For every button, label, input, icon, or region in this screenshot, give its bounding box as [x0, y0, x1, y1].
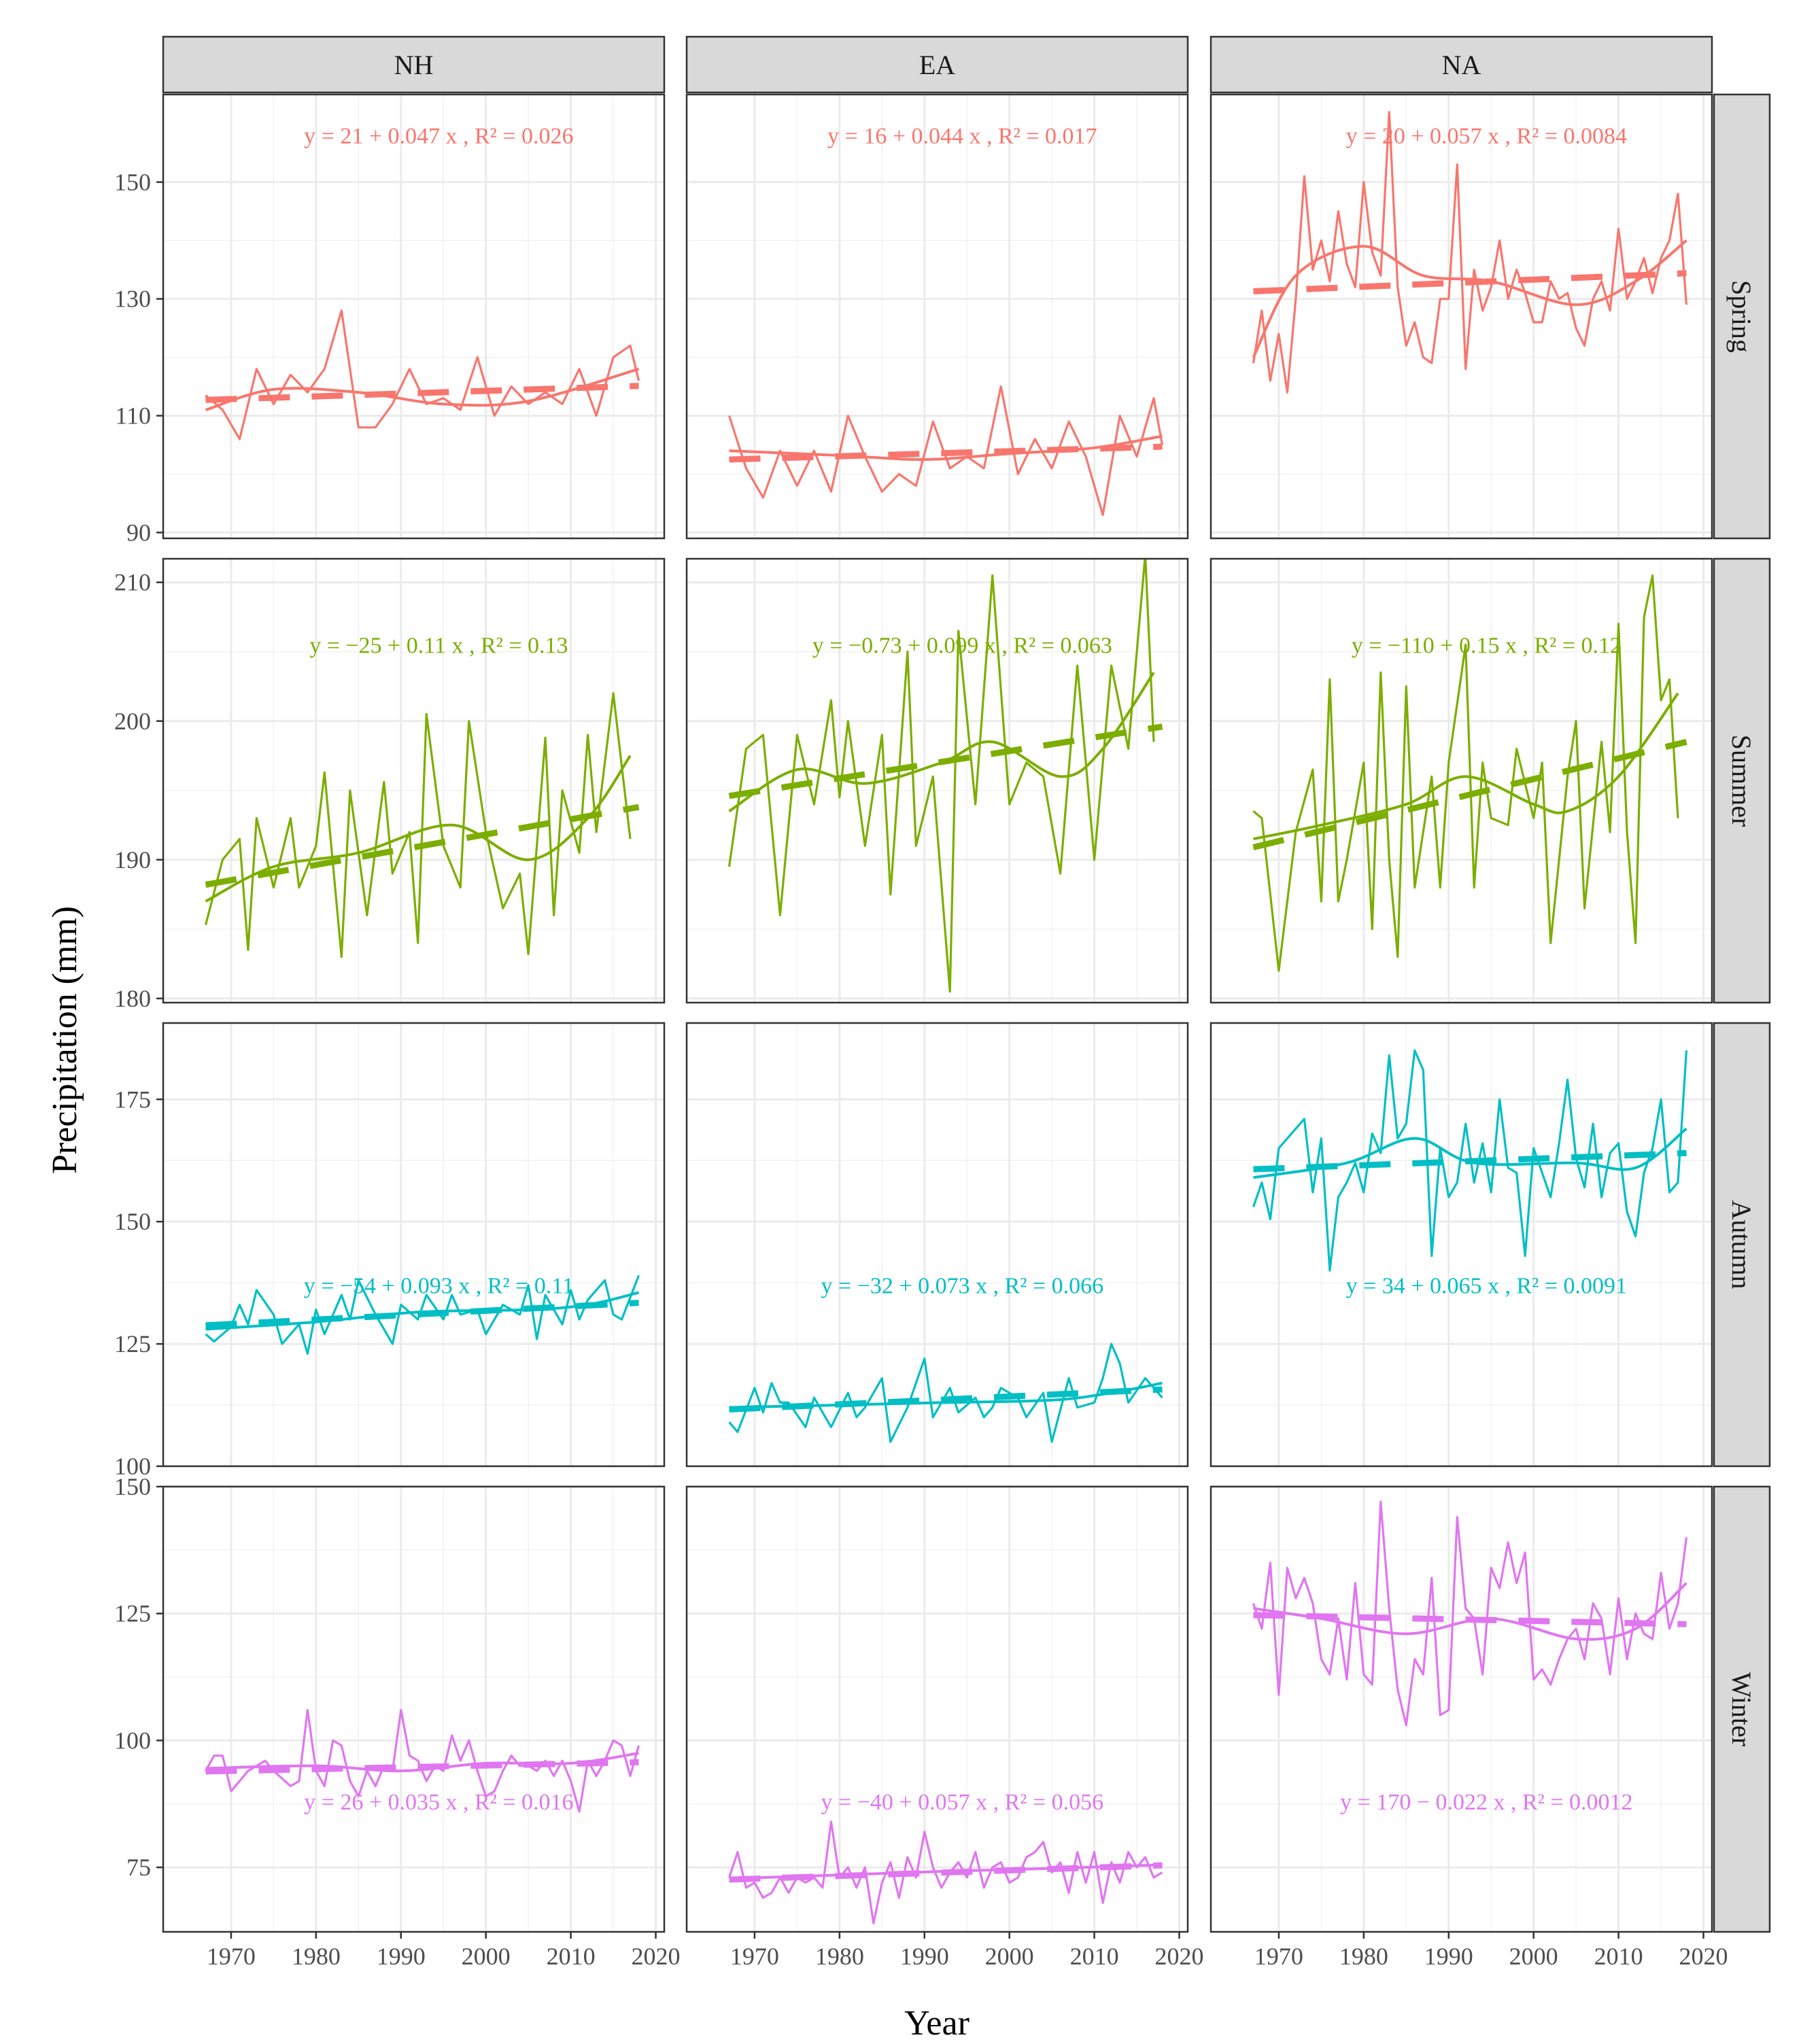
y-tick-label: 90	[126, 519, 151, 546]
regression-equation: y = 21 + 0.047 x , R² = 0.026	[304, 124, 573, 149]
x-tick-label: 2000	[985, 1943, 1034, 1970]
x-tick-label: 1990	[900, 1943, 949, 1970]
regression-equation: y = −40 + 0.057 x , R² = 0.056	[821, 1790, 1104, 1815]
x-tick-label: 2000	[462, 1943, 511, 1970]
facet-label-ea: EA	[919, 50, 955, 80]
x-tick-label: 1980	[292, 1943, 341, 1970]
panel-background	[687, 1023, 1188, 1466]
y-tick-label: 175	[114, 1086, 151, 1113]
regression-equation: y = 34 + 0.065 x , R² = 0.0091	[1346, 1274, 1627, 1299]
y-axis-title: Precipitation (mm)	[46, 906, 84, 1174]
y-tick-label: 130	[114, 285, 151, 313]
regression-equation: y = 20 + 0.057 x , R² = 0.0084	[1346, 124, 1627, 149]
x-tick-label: 1980	[1339, 1943, 1388, 1970]
y-tick-label: 150	[114, 169, 151, 196]
y-tick-label: 100	[114, 1727, 151, 1754]
regression-equation: y = −110 + 0.15 x , R² = 0.12	[1352, 634, 1622, 659]
regression-equation: y = −32 + 0.073 x , R² = 0.066	[821, 1274, 1104, 1299]
y-tick-label: 150	[114, 1208, 151, 1235]
y-tick-label: 190	[114, 846, 151, 873]
y-tick-label: 110	[115, 402, 151, 430]
facet-label-spring: Spring	[1726, 280, 1757, 353]
x-tick-label: 2010	[1594, 1943, 1643, 1970]
x-tick-label: 1970	[730, 1943, 779, 1970]
regression-equation: y = −0.73 + 0.099 x , R² = 0.063	[812, 634, 1112, 659]
panel-background	[163, 1023, 664, 1466]
x-tick-label: 2020	[632, 1943, 681, 1970]
x-tick-label: 2020	[1155, 1943, 1204, 1970]
x-tick-label: 1970	[1254, 1943, 1303, 1970]
y-tick-label: 180	[114, 985, 151, 1012]
facet-label-na: NA	[1442, 50, 1481, 80]
y-tick-label: 125	[114, 1600, 151, 1627]
x-tick-label: 2010	[547, 1943, 596, 1970]
y-tick-label: 75	[126, 1854, 151, 1881]
panel-background	[163, 559, 664, 1003]
panel-background	[687, 94, 1188, 538]
x-axis-title: Year	[904, 2004, 970, 2043]
regression-equation: y = 16 + 0.044 x , R² = 0.017	[827, 124, 1097, 149]
x-tick-label: 1970	[207, 1943, 256, 1970]
x-tick-label: 1990	[377, 1943, 426, 1970]
y-tick-label: 125	[114, 1330, 151, 1357]
facet-label-nh: NH	[394, 50, 434, 80]
panel-background	[687, 559, 1188, 1003]
x-tick-label: 1980	[815, 1943, 864, 1970]
x-tick-label: 2020	[1679, 1943, 1728, 1970]
facet-label-summer: Summer	[1726, 735, 1757, 827]
facet-label-winter: Winter	[1726, 1672, 1757, 1746]
regression-equation: y = −54 + 0.093 x , R² = 0.11	[304, 1274, 574, 1299]
x-tick-label: 1990	[1424, 1943, 1473, 1970]
panel-background	[1211, 1023, 1712, 1466]
panel-background	[1211, 94, 1712, 538]
x-tick-label: 2000	[1509, 1943, 1558, 1970]
y-tick-label: 200	[114, 708, 151, 735]
y-tick-label: 150	[114, 1473, 151, 1500]
faceted-precipitation-chart: NH EA NA Spring Summer Autumn Winter 90 110 130 1…	[0, 0, 1801, 2044]
regression-equation: y = 170 − 0.022 x , R² = 0.0012	[1340, 1790, 1632, 1815]
panel-background	[163, 1487, 664, 1932]
facet-label-autumn: Autumn	[1726, 1200, 1757, 1289]
y-tick-label: 210	[114, 569, 151, 596]
regression-equation: y = −25 + 0.11 x , R² = 0.13	[309, 634, 568, 659]
panel-background	[163, 94, 664, 538]
regression-equation: y = 26 + 0.035 x , R² = 0.016	[304, 1790, 573, 1815]
x-tick-label: 2010	[1070, 1943, 1119, 1970]
